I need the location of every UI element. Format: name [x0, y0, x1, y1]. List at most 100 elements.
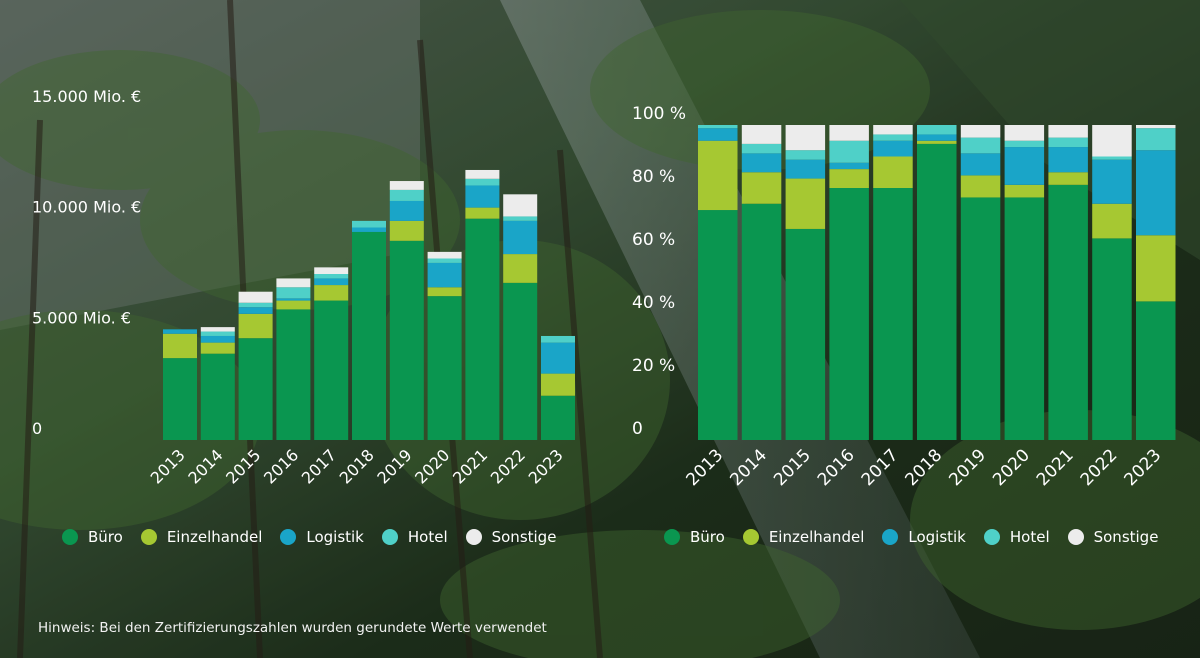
x-tick-label-2023: 2023: [1121, 445, 1166, 490]
legend-right-chart: Büro Einzelhandel Logistik Hotel Sonstige: [664, 524, 1176, 550]
bar-buero-2016: [829, 188, 869, 440]
bar-buero-2014: [741, 203, 782, 440]
bar-hotel-2014: [741, 143, 782, 154]
bar-hotel-2015: [785, 150, 826, 160]
bar-hotel-2022: [503, 216, 538, 221]
legend-label: Logistik: [306, 528, 364, 546]
bar-einzelhandel-2022: [1092, 203, 1132, 239]
legend-item-buero: Büro: [62, 528, 123, 546]
legend-swatch: [465, 529, 482, 545]
bar-hotel-2023: [1136, 128, 1176, 151]
bar-sonstige-2019: [960, 125, 1001, 138]
bar-einzelhandel-2018: [917, 140, 957, 144]
bar-logistik-2019: [960, 153, 1001, 176]
y-tick-label: 100 %: [632, 104, 686, 124]
legend-left-chart: Büro Einzelhandel Logistik Hotel Sonstige: [62, 524, 574, 550]
bar-buero-2021: [465, 218, 500, 440]
legend-item-sonstige: Sonstige: [465, 528, 557, 546]
x-tick-label-2021: 2021: [449, 445, 491, 487]
bar-einzelhandel-2016: [829, 169, 869, 188]
bar-sonstige-2020: [427, 251, 462, 259]
bar-einzelhandel-2013: [698, 140, 738, 211]
x-tick-label-2022: 2022: [487, 445, 529, 487]
bar-sonstige-2019: [389, 181, 424, 190]
y-tick-label: 40 %: [632, 293, 675, 313]
bar-hotel-2020: [427, 258, 462, 263]
x-tick-label-2015: 2015: [770, 445, 815, 490]
bar-logistik-2017: [873, 140, 913, 157]
bar-hotel-2018: [917, 125, 957, 135]
bar-hotel-2022: [1092, 156, 1132, 160]
bar-logistik-2018: [352, 227, 386, 232]
y-tick-label: 0: [632, 419, 643, 439]
bar-hotel-2014: [200, 331, 235, 336]
bar-logistik-2017: [314, 278, 349, 286]
x-tick-label-2022: 2022: [1077, 445, 1122, 490]
bar-sonstige-2015: [238, 291, 273, 303]
y-tick-label: 10.000 Mio. €: [32, 198, 141, 217]
x-tick-label-2014: 2014: [726, 445, 771, 490]
bar-buero-2018: [917, 143, 957, 440]
chart-2: 020 %40 %60 %80 %100 %2013 2014 2015 2016 20…: [632, 104, 1176, 490]
bar-buero-2020: [427, 296, 462, 440]
bar-logistik-2021: [465, 185, 500, 208]
bar-einzelhandel-2017: [873, 156, 913, 188]
legend-item-hotel: Hotel: [983, 528, 1050, 546]
bar-logistik-2022: [1092, 159, 1132, 204]
legend-label: Hotel: [1009, 528, 1050, 546]
bar-einzelhandel-2019: [960, 175, 1001, 198]
bar-logistik-2020: [427, 262, 462, 288]
bar-sonstige-2015: [785, 125, 826, 151]
bar-logistik-2019: [389, 200, 424, 221]
bar-buero-2015: [785, 228, 826, 440]
bar-logistik-2014: [200, 335, 235, 343]
bar-hotel-2023: [541, 335, 575, 343]
bar-hotel-2021: [465, 178, 500, 186]
bar-einzelhandel-2023: [541, 373, 575, 396]
legend-swatch: [742, 529, 759, 545]
bar-einzelhandel-2023: [1136, 235, 1176, 302]
x-tick-label-2016: 2016: [814, 445, 859, 490]
bar-logistik-2021: [1048, 147, 1088, 173]
bar-buero-2013: [698, 210, 738, 440]
bar-hotel-2016: [829, 140, 869, 163]
legend-swatch: [1067, 529, 1084, 545]
bar-hotel-2013: [698, 125, 738, 129]
bar-einzelhandel-2014: [200, 342, 235, 354]
legend-swatch: [983, 529, 1000, 545]
x-tick-label-2018: 2018: [336, 445, 378, 487]
y-tick-label: 0: [32, 419, 42, 438]
bar-buero-2023: [541, 395, 575, 440]
x-tick-label-2023: 2023: [525, 445, 567, 487]
bar-sonstige-2022: [503, 194, 538, 217]
legend-label: Büro: [690, 528, 725, 546]
bar-buero-2020: [1004, 197, 1045, 440]
y-tick-label: 15.000 Mio. €: [32, 87, 141, 106]
bar-logistik-2023: [541, 342, 575, 374]
bar-hotel-2019: [960, 137, 1001, 154]
bar-sonstige-2021: [1048, 125, 1088, 138]
y-tick-label: 5.000 Mio. €: [32, 308, 131, 327]
x-tick-label-2017: 2017: [858, 445, 903, 490]
legend-label: Logistik: [908, 528, 966, 546]
bar-logistik-2016: [829, 162, 869, 170]
bar-logistik-2015: [238, 307, 273, 314]
bar-hotel-2019: [389, 189, 424, 201]
legend-swatch: [140, 529, 157, 545]
legend-item-einzelhandel: Einzelhandel: [742, 528, 864, 546]
bar-logistik-2014: [741, 153, 782, 173]
bar-sonstige-2017: [873, 125, 913, 135]
legend-swatch: [62, 529, 78, 545]
bar-einzelhandel-2015: [785, 178, 826, 229]
bar-sonstige-2021: [465, 169, 500, 179]
chart-1: 0 5.000 Mio. € 10.000 Mio. € 15.000 Mio. € 2…: [32, 87, 575, 488]
bar-buero-2016: [276, 309, 311, 440]
x-tick-label-2020: 2020: [411, 445, 453, 487]
x-tick-label-2017: 2017: [298, 445, 340, 487]
x-tick-label-2016: 2016: [260, 445, 302, 487]
legend-label: Büro: [88, 528, 123, 546]
legend-label: Sonstige: [491, 528, 557, 546]
y-tick-label: 20 %: [632, 356, 675, 376]
bar-sonstige-2023: [1136, 125, 1176, 129]
